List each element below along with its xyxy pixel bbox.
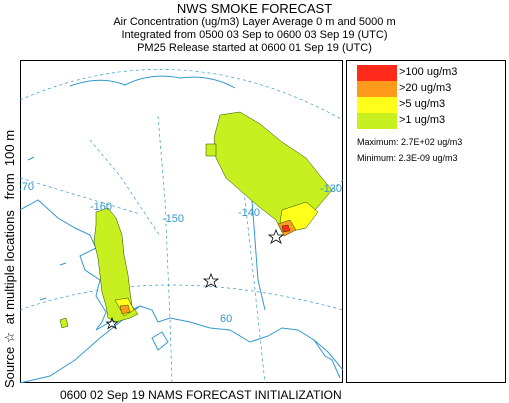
legend-item: >100 ug/m3 bbox=[357, 65, 499, 81]
source-star bbox=[267, 228, 285, 244]
legend-swatch bbox=[357, 81, 397, 97]
legend-label: >20 ug/m3 bbox=[399, 82, 452, 94]
lon-label-160: -160 bbox=[90, 201, 112, 213]
graticule bbox=[20, 69, 343, 383]
cook-inlet-coast bbox=[139, 305, 269, 343]
lat-label-60: 60 bbox=[220, 313, 232, 325]
release-start-line: PM25 Release started at 0600 01 Sep 19 (… bbox=[137, 42, 372, 54]
bering-islands bbox=[27, 156, 67, 301]
lon-label-150: -150 bbox=[162, 213, 184, 225]
legend-label: >1 ug/m3 bbox=[399, 114, 446, 126]
integration-period-line: Integrated from 0500 03 Sep to 0600 03 S… bbox=[121, 29, 388, 41]
legend-panel: >100 ug/m3 >20 ug/m3 >5 ug/m3 >1 ug/m3 M… bbox=[346, 60, 506, 383]
legend-swatch bbox=[357, 65, 397, 81]
lon-label-170: -170 bbox=[20, 181, 34, 193]
source-markers bbox=[105, 228, 285, 330]
parallel-70 bbox=[20, 69, 343, 121]
plume-interior-max bbox=[281, 224, 291, 233]
legend-swatch bbox=[357, 113, 397, 129]
legend-label: >100 ug/m3 bbox=[399, 66, 458, 78]
smoke-map: -170 -160 -150 -140 -130 60 bbox=[20, 60, 343, 383]
source-star bbox=[105, 316, 119, 330]
lon-label-140: -140 bbox=[238, 207, 260, 219]
source-star bbox=[202, 272, 220, 288]
smoke-plumes bbox=[59, 111, 333, 329]
concentration-line: Air Concentration (ug/m3) Layer Average … bbox=[113, 16, 396, 28]
legend-label: >5 ug/m3 bbox=[399, 98, 446, 110]
plume-western-alaska-hot bbox=[119, 304, 131, 315]
source-description-label: Source ☆ at multiple locations from 100 … bbox=[2, 129, 17, 388]
legend-swatch bbox=[357, 97, 397, 113]
forecast-initialization-footer: 0600 02 Sep 19 NAMS FORECAST INITIALIZAT… bbox=[60, 388, 342, 402]
kodiak-island bbox=[151, 331, 169, 351]
lon-label-130: -130 bbox=[320, 183, 342, 195]
minimum-value: Minimum: 2.3E-09 ug/m3 bbox=[357, 153, 458, 163]
legend-item: >1 ug/m3 bbox=[357, 113, 499, 129]
southeast-panhandle bbox=[313, 339, 341, 379]
plume-patch-north bbox=[205, 143, 217, 157]
maximum-value: Maximum: 2.7E+02 ug/m3 bbox=[357, 137, 463, 147]
alaska-west-coast bbox=[20, 199, 107, 331]
meridian-140 bbox=[234, 119, 266, 383]
legend-item: >20 ug/m3 bbox=[357, 81, 499, 97]
legend-item: >5 ug/m3 bbox=[357, 97, 499, 113]
plume-western-alaska bbox=[93, 207, 139, 323]
forecast-title: NWS SMOKE FORECAST bbox=[176, 1, 333, 16]
plume-patch-yukon bbox=[59, 317, 69, 329]
meridian-150 bbox=[157, 115, 173, 383]
alaska-north-coast bbox=[69, 75, 236, 89]
meridian-170 bbox=[20, 177, 141, 215]
